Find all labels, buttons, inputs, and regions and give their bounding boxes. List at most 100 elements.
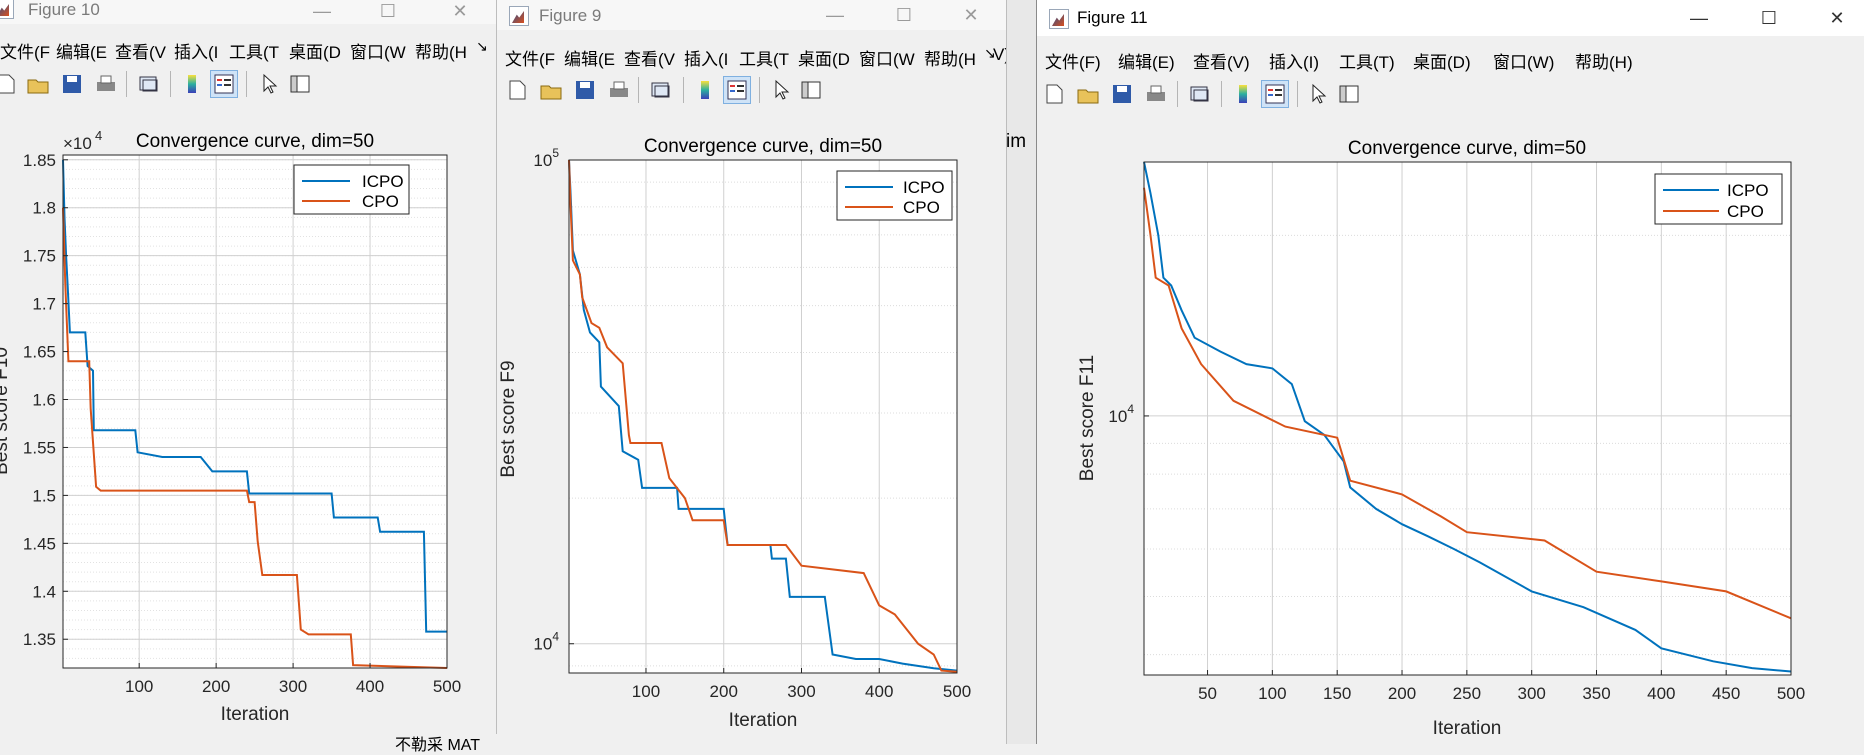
minimize-button[interactable]: —: [826, 4, 844, 25]
menu-view[interactable]: 查看(V): [1193, 53, 1250, 72]
menu-window[interactable]: 窗口(W): [1493, 53, 1555, 72]
minimize-button[interactable]: —: [313, 0, 331, 21]
menu-file[interactable]: 文件(F: [0, 43, 51, 62]
y-tick-label: 1.7: [32, 295, 56, 314]
x-tick-label: 250: [1453, 684, 1481, 703]
legend-icpo-label: ICPO: [903, 178, 945, 197]
exponent-label: ×10: [63, 134, 92, 153]
minimize-button[interactable]: —: [1690, 7, 1708, 28]
figure-window-9[interactable]: Figure 9 — ☐ ✕ 文件(F 编辑(E 查看(V 插入(I 工具(T …: [497, 0, 1007, 744]
y-tick-label: 1.55: [23, 438, 56, 457]
legend[interactable]: ICPO CPO: [293, 164, 410, 215]
x-axis-label: Iteration: [729, 710, 798, 731]
x-tick-label: 400: [865, 682, 893, 701]
menu-tools[interactable]: 工具(T: [739, 50, 790, 69]
legend-icon[interactable]: [210, 70, 238, 98]
menu-bar: 文件(F 编辑(E 查看(V 插入(I 工具(T 桌面(D 窗口(W 帮助(H …: [497, 41, 1006, 69]
new-figure-icon[interactable]: [0, 72, 18, 96]
legend[interactable]: ICPO CPO: [1654, 173, 1783, 225]
toolbar-separator: [1221, 81, 1222, 107]
menu-edit[interactable]: 编辑(E: [56, 43, 107, 62]
property-editor-icon[interactable]: [799, 78, 823, 102]
legend-icon[interactable]: [723, 76, 751, 104]
series-line-cpo: [1143, 187, 1792, 620]
title-bar[interactable]: [0, 0, 496, 24]
open-file-icon[interactable]: [26, 72, 50, 96]
menu-window[interactable]: 窗口(W: [859, 50, 915, 69]
menu-help[interactable]: 帮助(H): [1575, 53, 1633, 72]
legend[interactable]: ICPO CPO: [836, 170, 953, 221]
save-icon[interactable]: [60, 72, 84, 96]
menu-behind-fragment: V): [993, 45, 1006, 64]
title-bar[interactable]: [497, 0, 1006, 30]
toolbar-separator: [246, 71, 247, 97]
series-group: [62, 159, 448, 669]
menu-edit[interactable]: 编辑(E): [1118, 53, 1175, 72]
y-tick-label: 1.5: [32, 486, 56, 505]
colorbar-icon[interactable]: [180, 72, 204, 96]
title-bar[interactable]: [1037, 0, 1864, 36]
close-button[interactable]: ✕: [1829, 7, 1845, 28]
menu-window[interactable]: 窗口(W: [350, 43, 406, 62]
series-group: [568, 159, 958, 673]
menu-view[interactable]: 查看(V: [115, 43, 166, 62]
menu-desktop[interactable]: 桌面(D: [798, 50, 850, 69]
y-tick-label: 1.45: [23, 534, 56, 553]
y-axis-label: Best score F11: [1077, 355, 1098, 481]
cursor-icon[interactable]: [258, 72, 282, 96]
menu-tools[interactable]: 工具(T: [229, 43, 280, 62]
toolbar-separator: [759, 77, 760, 103]
x-tick-label: 500: [943, 682, 971, 701]
menu-insert[interactable]: 插入(I: [174, 43, 219, 62]
toolbar-separator: [1177, 81, 1178, 107]
menu-overflow[interactable]: ↘: [476, 38, 488, 54]
toolbar-separator: [683, 77, 684, 103]
print-icon[interactable]: [607, 78, 631, 102]
maximize-button[interactable]: ☐: [379, 0, 397, 21]
x-tick-label: 400: [356, 677, 384, 696]
menu-edit[interactable]: 编辑(E: [564, 50, 615, 69]
menu-overflow[interactable]: ↘: [984, 45, 996, 61]
colorbar-icon[interactable]: [1231, 82, 1255, 106]
print-icon[interactable]: [1144, 82, 1168, 106]
print-icon[interactable]: [94, 72, 118, 96]
colorbar-icon[interactable]: [693, 78, 717, 102]
background-axis-fragment: im: [1006, 131, 1027, 152]
cursor-icon[interactable]: [1307, 82, 1331, 106]
menu-insert[interactable]: 插入(I): [1269, 53, 1320, 72]
y-tick-label: 105: [533, 146, 559, 170]
legend-icon[interactable]: [1261, 80, 1289, 108]
property-editor-icon[interactable]: [288, 72, 312, 96]
plot-box: [62, 154, 448, 669]
close-button[interactable]: ✕: [963, 4, 979, 25]
link-plot-icon[interactable]: [137, 72, 161, 96]
cursor-icon[interactable]: [770, 78, 794, 102]
new-figure-icon[interactable]: [1042, 82, 1066, 106]
property-editor-icon[interactable]: [1337, 82, 1361, 106]
toolbar-separator: [126, 71, 127, 97]
link-plot-icon[interactable]: [1188, 82, 1212, 106]
menu-file[interactable]: 文件(F: [505, 50, 556, 69]
save-icon[interactable]: [1110, 82, 1134, 106]
figure-window-10[interactable]: Figure 10 — ☐ ✕ 文件(F 编辑(E 查看(V 插入(I 工具(T…: [0, 0, 497, 734]
x-tick-label: 100: [125, 677, 153, 696]
menu-desktop[interactable]: 桌面(D: [289, 43, 341, 62]
figure-window-11[interactable]: Figure 11 — ☐ ✕ 文件(F) 编辑(E) 查看(V) 插入(I) …: [1036, 0, 1864, 744]
menu-tools[interactable]: 工具(T): [1339, 53, 1395, 72]
menu-help[interactable]: 帮助(H: [415, 43, 467, 62]
menu-view[interactable]: 查看(V: [624, 50, 675, 69]
menu-file[interactable]: 文件(F): [1045, 53, 1101, 72]
open-file-icon[interactable]: [1076, 82, 1100, 106]
menu-help[interactable]: 帮助(H: [924, 50, 976, 69]
link-plot-icon[interactable]: [649, 78, 673, 102]
maximize-button[interactable]: ☐: [895, 4, 913, 25]
maximize-button[interactable]: ☐: [1760, 7, 1778, 28]
menu-desktop[interactable]: 桌面(D): [1413, 53, 1471, 72]
close-button[interactable]: ✕: [452, 0, 468, 21]
save-icon[interactable]: [573, 78, 597, 102]
new-figure-icon[interactable]: [505, 78, 529, 102]
legend-box: [293, 164, 410, 215]
legend-icpo-label: ICPO: [362, 172, 404, 191]
menu-insert[interactable]: 插入(I: [684, 50, 729, 69]
open-file-icon[interactable]: [539, 78, 563, 102]
